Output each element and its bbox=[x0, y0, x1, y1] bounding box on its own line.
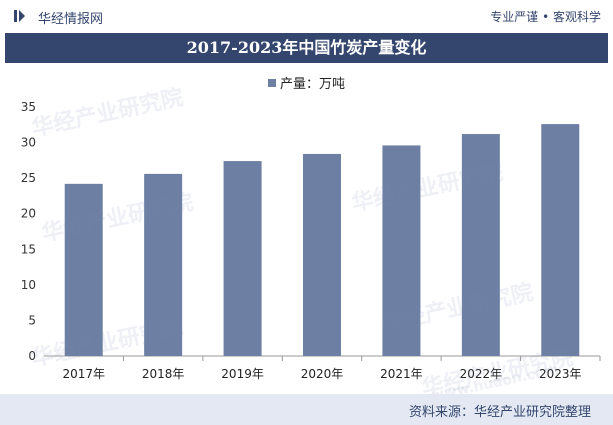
x-tick-label: 2018年 bbox=[142, 367, 185, 381]
y-tick-label: 35 bbox=[21, 100, 36, 114]
bar bbox=[64, 183, 103, 356]
y-tick-label: 10 bbox=[21, 278, 36, 292]
x-tick-label: 2017年 bbox=[62, 367, 105, 381]
tagline: 专业严谨 • 客观科学 bbox=[490, 10, 601, 24]
bar bbox=[303, 153, 341, 356]
y-tick-label: 15 bbox=[21, 242, 36, 256]
brand-name: 华经情报网 bbox=[38, 12, 104, 27]
y-tick-label: 0 bbox=[28, 349, 36, 363]
bar-chart: 0 5 10 15 20 25 30 35 2017年 2018年 2019年 2020年 2021年 2… bbox=[21, 100, 601, 381]
y-tick-label: 5 bbox=[28, 313, 36, 327]
footer: 资料来源：华经产业研究院整理 bbox=[0, 394, 613, 425]
x-tick-label: 2021年 bbox=[380, 367, 423, 381]
legend-swatch bbox=[267, 79, 276, 87]
y-tick-label: 25 bbox=[21, 171, 36, 185]
x-tick-label: 2019年 bbox=[221, 367, 264, 381]
x-tick-label: 2022年 bbox=[460, 367, 503, 381]
bar bbox=[461, 134, 500, 356]
bar bbox=[382, 145, 421, 356]
legend-label: 产量：万吨 bbox=[279, 77, 345, 92]
source-note: 资料来源：华经产业研究院整理 bbox=[408, 405, 591, 420]
bar bbox=[144, 173, 183, 356]
chart-title: 2017-2023年中国竹炭产量变化 bbox=[5, 33, 608, 63]
logo-icon bbox=[14, 10, 25, 22]
y-tick-label: 20 bbox=[21, 207, 36, 221]
y-tick-label: 30 bbox=[21, 136, 36, 150]
legend: 产量：万吨 bbox=[0, 73, 613, 92]
x-tick-label: 2020年 bbox=[301, 367, 344, 381]
top-bar: 华经情报网 专业严谨 • 客观科学 bbox=[0, 0, 613, 32]
x-tick-label: 2023年 bbox=[539, 367, 582, 381]
bar bbox=[541, 124, 580, 357]
bar bbox=[223, 161, 262, 356]
